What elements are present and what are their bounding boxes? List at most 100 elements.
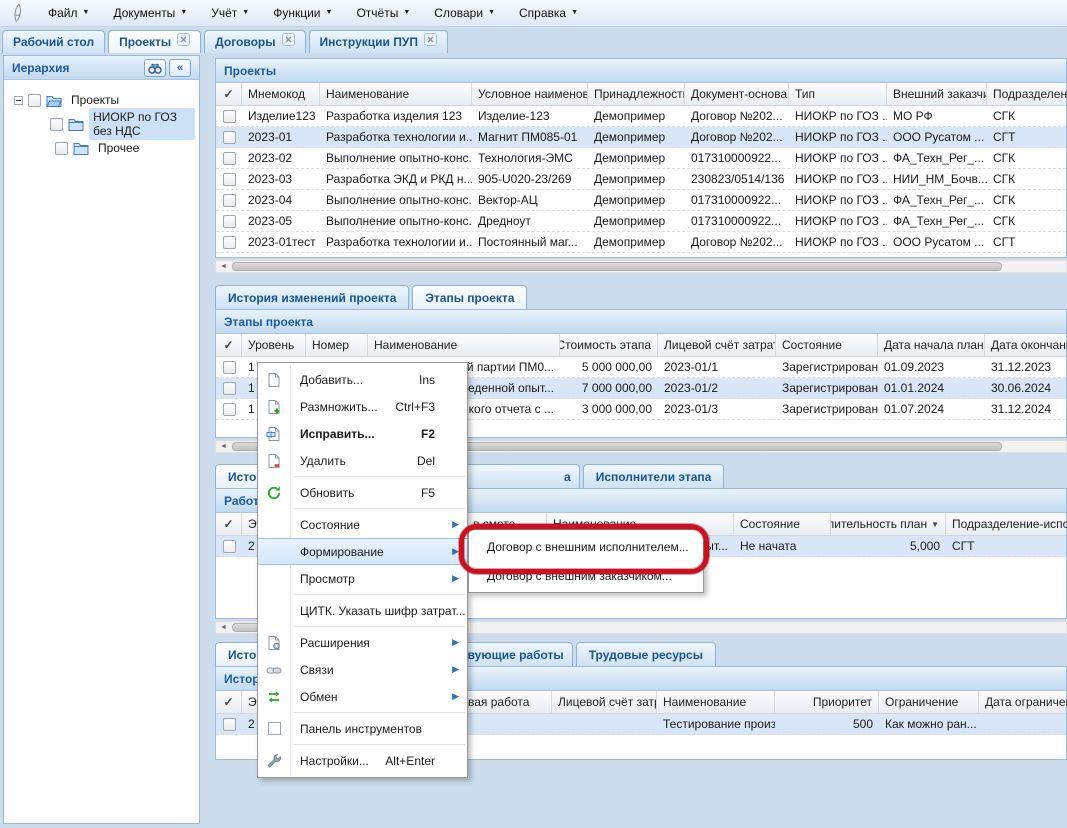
row-checkbox[interactable] bbox=[222, 381, 236, 395]
search-icon[interactable] bbox=[144, 58, 166, 77]
cell[interactable]: 1 bbox=[242, 399, 306, 419]
projects-row-6[interactable]: 2023-01тест Разработка технологии и... Пос… bbox=[216, 232, 1066, 253]
tab-close-button[interactable] bbox=[177, 32, 191, 46]
cell[interactable]: Зарегистрирован bbox=[776, 357, 878, 377]
cell[interactable]: 1 bbox=[242, 378, 306, 398]
cell[interactable]: Демопример bbox=[588, 127, 685, 147]
tree-node-1[interactable]: НИОКР по ГОЗ без НДС bbox=[8, 108, 195, 140]
projects-row-4[interactable]: 2023-04 Выполнение опытно-конс... Вектор-А… bbox=[216, 190, 1066, 211]
cell[interactable]: СГК bbox=[987, 148, 1067, 168]
cell[interactable]: Демопример bbox=[588, 190, 685, 210]
tree-node-0[interactable]: Проекты bbox=[8, 88, 195, 112]
cell[interactable]: СГК bbox=[987, 169, 1067, 189]
cell[interactable]: НИОКР по ГОЗ ... bbox=[789, 127, 887, 147]
cell[interactable]: 2023-05 bbox=[242, 211, 320, 231]
cell[interactable]: 2 bbox=[242, 536, 287, 556]
cell[interactable]: Как можно ран... bbox=[879, 714, 979, 734]
menu-6[interactable]: Справка ▼ bbox=[507, 3, 590, 24]
cell[interactable]: 2023-01/2 bbox=[658, 378, 776, 398]
cell[interactable]: СГТ bbox=[987, 232, 1067, 252]
menu-2[interactable]: Учёт ▼ bbox=[199, 3, 261, 24]
cell[interactable]: 905-U020-23/269 bbox=[472, 169, 588, 189]
context-menu-item-13[interactable]: Расширения ▶ bbox=[258, 629, 467, 656]
context-menu-item-5[interactable]: Обновить F5 bbox=[258, 479, 467, 506]
context-menu-item-0[interactable]: Добавить... Ins bbox=[258, 366, 467, 393]
cell[interactable]: ООО Русатом ... bbox=[887, 232, 987, 252]
projects-hscrollbar[interactable]: ◄ bbox=[215, 260, 1067, 273]
cell[interactable]: НИИ_НМ_Бочв... bbox=[887, 169, 987, 189]
row-checkbox[interactable] bbox=[222, 539, 236, 553]
cell[interactable]: Договор №202... bbox=[685, 232, 789, 252]
menu-1[interactable]: Документы ▼ bbox=[101, 3, 199, 24]
stages-tab-1[interactable]: Этапы проекта bbox=[412, 285, 528, 309]
cell[interactable]: НИОКР по ГОЗ ... bbox=[789, 169, 887, 189]
cell[interactable]: 2023-01/1 bbox=[658, 357, 776, 377]
cell[interactable]: 1 bbox=[242, 357, 306, 377]
cell[interactable]: Демопример bbox=[588, 232, 685, 252]
row-checkbox[interactable] bbox=[222, 717, 236, 731]
projects-row-5[interactable]: 2023-05 Выполнение опытно-конс... Дредноут… bbox=[216, 211, 1066, 232]
row-checkbox[interactable] bbox=[222, 360, 236, 374]
window-tab-3[interactable]: Инструкции ПУП bbox=[308, 30, 448, 53]
cell[interactable]: НИОКР по ГОЗ ... bbox=[789, 148, 887, 168]
tab-close-button[interactable] bbox=[281, 32, 295, 46]
cell[interactable]: Тестирование произве... bbox=[657, 714, 775, 734]
row-checkbox[interactable] bbox=[222, 402, 236, 416]
tab-close-button[interactable] bbox=[423, 32, 437, 46]
cell[interactable]: Зарегистрирован bbox=[776, 399, 878, 419]
cell[interactable]: Выполнение опытно-конс... bbox=[320, 148, 472, 168]
cell[interactable]: Технология-ЭМС bbox=[472, 148, 588, 168]
row-checkbox[interactable] bbox=[222, 172, 236, 186]
context-menu-item-11[interactable]: ЦИТК. Указать шифр затрат... bbox=[258, 597, 467, 624]
scroll-thumb[interactable] bbox=[232, 262, 1002, 271]
projects-row-0[interactable]: Изделие123 Разработка изделия 123 Изделие-… bbox=[216, 106, 1066, 127]
projects-row-1[interactable]: 2023-01 Разработка технологии и... Магнит … bbox=[216, 127, 1066, 148]
row-checkbox[interactable] bbox=[222, 235, 236, 249]
stages-tab-0[interactable]: История изменений проекта bbox=[215, 285, 410, 309]
row-checkbox[interactable] bbox=[222, 214, 236, 228]
cell[interactable] bbox=[552, 714, 657, 734]
window-tab-0[interactable]: Рабочий стол bbox=[2, 30, 106, 53]
cell[interactable]: НИОКР по ГОЗ ... bbox=[789, 211, 887, 231]
cell[interactable] bbox=[979, 714, 1067, 734]
cell[interactable]: 01.09.2023 bbox=[878, 357, 985, 377]
cell[interactable]: Изделие123 bbox=[242, 106, 320, 126]
row-checkbox[interactable] bbox=[222, 130, 236, 144]
cell[interactable]: ФА_Техн_Рег_... bbox=[887, 190, 987, 210]
cell[interactable]: веденной опыт... bbox=[368, 378, 560, 398]
cell[interactable]: МО РФ bbox=[887, 106, 987, 126]
cell[interactable]: ООО Русатом ... bbox=[887, 127, 987, 147]
context-menu-item-3[interactable]: Удалить Del bbox=[258, 447, 467, 474]
tree-checkbox[interactable] bbox=[55, 141, 68, 155]
scroll-left-arrow-icon[interactable]: ◄ bbox=[216, 441, 231, 452]
cell[interactable]: Демопример bbox=[588, 211, 685, 231]
cell[interactable]: 2023-01тест bbox=[242, 232, 320, 252]
cell[interactable]: Постоянный маг... bbox=[472, 232, 588, 252]
works-tab-2[interactable]: Исполнители этапа bbox=[582, 464, 725, 488]
tree-checkbox[interactable] bbox=[28, 93, 41, 107]
cell[interactable]: СГК bbox=[987, 106, 1067, 126]
context-menu-item-9[interactable]: Просмотр ▶ bbox=[258, 565, 467, 592]
cell[interactable]: 500 bbox=[775, 714, 879, 734]
cell[interactable]: Договор №202... bbox=[685, 106, 789, 126]
cell[interactable]: Не начата bbox=[734, 536, 831, 556]
cell[interactable]: Выполнение опытно-конс... bbox=[320, 211, 472, 231]
cell[interactable]: Зарегистрирован bbox=[776, 378, 878, 398]
context-menu-item-19[interactable]: Настройки... Alt+Enter bbox=[258, 747, 467, 774]
submenu-item-0[interactable]: Договор с внешним исполнителем... bbox=[469, 532, 703, 561]
cell[interactable]: 017310000922... bbox=[685, 211, 789, 231]
cell[interactable]: 230823/0514/136 bbox=[685, 169, 789, 189]
cell[interactable]: Договор №202... bbox=[685, 127, 789, 147]
cell[interactable] bbox=[462, 714, 552, 734]
row-checkbox[interactable] bbox=[222, 151, 236, 165]
cell[interactable]: Вектор-АЦ bbox=[472, 190, 588, 210]
row-checkbox[interactable] bbox=[222, 193, 236, 207]
cell[interactable]: 01.07.2024 bbox=[878, 399, 985, 419]
cell[interactable]: СГК bbox=[987, 211, 1067, 231]
menu-3[interactable]: Функции ▼ bbox=[261, 3, 344, 24]
cell[interactable]: 2023-04 bbox=[242, 190, 320, 210]
menu-4[interactable]: Отчёты ▼ bbox=[344, 3, 422, 24]
cell[interactable]: Демопример bbox=[588, 106, 685, 126]
cell[interactable]: 2023-01 bbox=[242, 127, 320, 147]
cell[interactable]: НИОКР по ГОЗ ... bbox=[789, 232, 887, 252]
